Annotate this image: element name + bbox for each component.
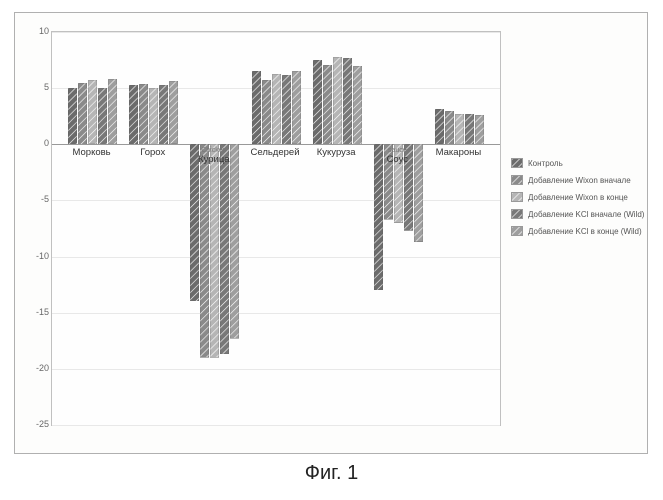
- category-label-eng: sauce: [387, 147, 408, 154]
- gridline: [52, 144, 500, 145]
- bar: [282, 75, 291, 145]
- legend-label: Добавление Wixon в конце: [528, 193, 628, 202]
- legend-swatch: [511, 175, 523, 185]
- legend-label: Добавление Wixon вначале: [528, 176, 631, 185]
- category-label-eng: Chicken: [198, 147, 230, 154]
- figure-caption: Фиг. 1: [0, 462, 663, 485]
- legend-swatch: [511, 158, 523, 168]
- bar: [292, 71, 301, 144]
- bar: [210, 144, 219, 357]
- bar: [190, 144, 199, 301]
- bar: [272, 74, 281, 145]
- gridline: [52, 425, 500, 426]
- legend-item: Добавление KCl вначале (Wild): [511, 209, 659, 219]
- bar: [262, 80, 271, 144]
- category-label: Сельдерей: [250, 147, 299, 158]
- bar: [475, 115, 484, 144]
- bar: [88, 80, 97, 144]
- y-tick-label: -20: [31, 363, 49, 373]
- bar: [313, 60, 322, 144]
- category-label: ChickenКурица: [198, 147, 230, 165]
- legend-swatch: [511, 209, 523, 219]
- bar: [230, 144, 239, 338]
- category-label: sauceСоус: [387, 147, 408, 165]
- bar: [435, 109, 444, 144]
- bar: [455, 114, 464, 144]
- y-tick-label: 10: [31, 26, 49, 36]
- bar: [159, 85, 168, 145]
- bar: [374, 144, 383, 290]
- category-label-ru: Соус: [387, 154, 408, 165]
- bar: [445, 111, 454, 145]
- gridline: [52, 313, 500, 314]
- category-label-ru: Курица: [198, 154, 230, 165]
- bar: [169, 81, 178, 144]
- y-tick-label: -25: [31, 419, 49, 429]
- category-label-ru: Кукуруза: [317, 147, 356, 158]
- legend-item: Добавление Wixon вначале: [511, 175, 659, 185]
- bar: [353, 66, 362, 145]
- bar: [220, 144, 229, 354]
- gridline: [52, 257, 500, 258]
- category-label: Горох: [140, 147, 165, 158]
- legend-swatch: [511, 226, 523, 236]
- bar: [68, 88, 77, 144]
- legend-swatch: [511, 192, 523, 202]
- category-label: Морковь: [72, 147, 110, 158]
- legend-item: Добавление KCl в конце (Wild): [511, 226, 659, 236]
- y-tick-label: -15: [31, 307, 49, 317]
- legend-item: Контроль: [511, 158, 659, 168]
- category-label: Макароны: [436, 147, 482, 158]
- chart-frame: % изменений содержания натрия перед и по…: [14, 12, 648, 454]
- gridline: [52, 200, 500, 201]
- bar: [149, 88, 158, 144]
- bar: [78, 83, 87, 145]
- bar: [323, 65, 332, 145]
- bar: [252, 71, 261, 144]
- bar: [343, 58, 352, 144]
- category-label-ru: Макароны: [436, 147, 482, 158]
- category-label-ru: Сельдерей: [250, 147, 299, 158]
- gridline: [52, 32, 500, 33]
- category-label-ru: Горох: [140, 147, 165, 158]
- y-tick-label: 0: [31, 138, 49, 148]
- legend-label: Добавление KCl вначале (Wild): [528, 210, 644, 219]
- category-label-ru: Морковь: [72, 147, 110, 158]
- category-label: Кукуруза: [317, 147, 356, 158]
- legend: Контроль Добавление Wixon вначале Добавлен…: [511, 158, 659, 243]
- bar: [200, 144, 209, 357]
- legend-item: Добавление Wixon в конце: [511, 192, 659, 202]
- gridline: [52, 369, 500, 370]
- plot-area: [51, 31, 501, 426]
- bar: [108, 79, 117, 144]
- legend-label: Добавление KCl в конце (Wild): [528, 227, 642, 236]
- bar: [414, 144, 423, 242]
- bar: [465, 114, 474, 144]
- bar: [333, 57, 342, 145]
- y-tick-label: 5: [31, 82, 49, 92]
- bar: [98, 88, 107, 144]
- bar: [129, 85, 138, 145]
- legend-label: Контроль: [528, 159, 563, 168]
- bar: [139, 84, 148, 145]
- y-tick-label: -5: [31, 194, 49, 204]
- y-tick-label: -10: [31, 251, 49, 261]
